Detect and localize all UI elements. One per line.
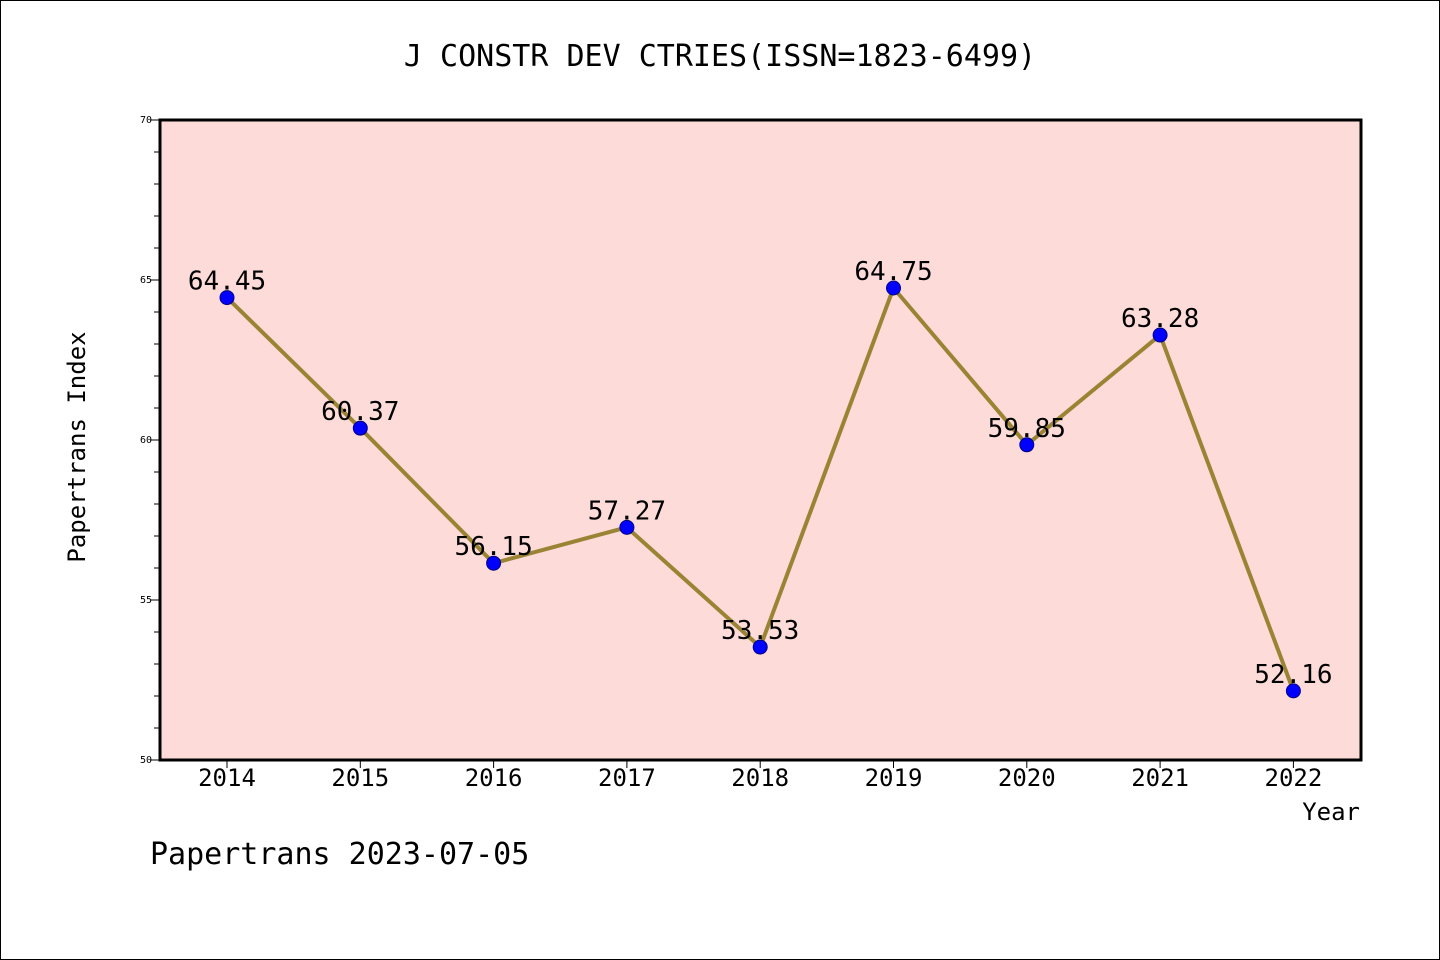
x-tick-label: 2014 (198, 764, 256, 792)
x-tick-label: 2022 (1265, 764, 1323, 792)
x-tick-label: 2020 (998, 764, 1056, 792)
data-label: 53.53 (721, 616, 799, 646)
x-tick-label: 2015 (331, 764, 389, 792)
y-tick-label: 55 (140, 595, 152, 606)
y-tick-label: 65 (140, 275, 152, 286)
data-point (486, 555, 502, 571)
x-tick-label: 2019 (865, 764, 923, 792)
data-point (352, 420, 368, 436)
data-point (1285, 683, 1301, 699)
data-point (1019, 437, 1035, 453)
data-label: 57.27 (588, 496, 666, 526)
data-labels-group: 64.45 60.37 56.15 57.27 53.53 64.75 59.85 63.28… (188, 257, 1333, 690)
data-label: 60.37 (321, 397, 399, 427)
x-axis-label: Year (1302, 798, 1360, 826)
x-tick-label: 2016 (465, 764, 523, 792)
x-axis: 2014 2015 2016 2017 2018 2019 2020 2021 2022 (198, 760, 1322, 792)
data-label: 64.45 (188, 267, 266, 297)
data-point (886, 280, 901, 296)
plot-area (158, 118, 1363, 762)
x-tick-label: 2018 (731, 764, 789, 792)
footer-credit: Papertrans 2023-07-05 (150, 837, 529, 872)
y-axis-label: Papertrans Index (63, 331, 91, 562)
data-point (619, 519, 635, 535)
data-point (219, 290, 235, 306)
data-label: 56.15 (454, 532, 532, 562)
y-tick-label: 50 (140, 755, 152, 766)
data-label: 64.75 (854, 257, 932, 287)
data-label: 59.85 (988, 414, 1066, 444)
y-tick-label: 70 (140, 115, 152, 126)
data-point (1152, 327, 1168, 343)
chart-title: J CONSTR DEV CTRIES(ISSN=1823-6499) (404, 39, 1036, 74)
x-tick-label: 2017 (598, 764, 656, 792)
data-label: 52.16 (1254, 660, 1332, 690)
data-label: 63.28 (1121, 304, 1199, 334)
y-tick-label: 60 (140, 435, 152, 446)
y-axis: 50 55 60 65 70 (140, 115, 160, 766)
x-tick-label: 2021 (1131, 764, 1189, 792)
series-points-group (219, 280, 1301, 699)
data-point (752, 639, 768, 655)
